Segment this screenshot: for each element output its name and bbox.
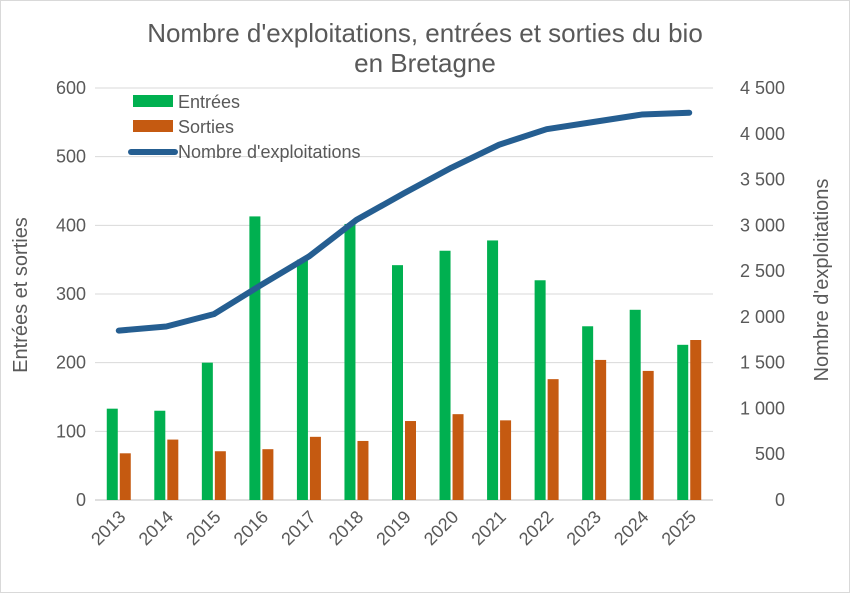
bar-entrees <box>439 250 451 500</box>
bar-sorties <box>119 453 131 500</box>
bar-entrees <box>392 265 403 500</box>
legend-swatch-sorties <box>133 120 173 132</box>
bar-sorties <box>262 449 274 500</box>
gridlines <box>95 87 713 501</box>
legend-swatch-entrees <box>133 95 173 107</box>
x-tick-label: 2024 <box>610 507 652 549</box>
bar-entrees <box>106 408 118 500</box>
bar-entrees <box>154 410 166 500</box>
bar-entrees <box>344 223 356 500</box>
bar-sorties <box>452 414 464 500</box>
x-tick-label: 2013 <box>87 507 129 549</box>
bar-entrees <box>582 326 594 500</box>
x-tick-label: 2022 <box>515 507 557 549</box>
left-tick-label: 400 <box>56 215 86 235</box>
legend-label-entrees: Entrées <box>178 92 240 112</box>
right-tick-label: 4 500 <box>740 78 785 98</box>
chart-title: Nombre d'exploitations, entrées et sorti… <box>147 18 703 48</box>
x-tick-label: 2014 <box>135 507 177 549</box>
right-tick-label: 2 500 <box>740 261 785 281</box>
legend-label-exploitations: Nombre d'exploitations <box>178 142 361 162</box>
bar-entrees <box>534 280 546 500</box>
bar-sorties <box>500 420 512 500</box>
x-tick-label: 2016 <box>230 507 272 549</box>
left-tick-label: 0 <box>76 490 86 510</box>
bar-sorties <box>214 451 226 500</box>
right-tick-label: 1 000 <box>740 398 785 418</box>
bar-entrees <box>677 344 689 500</box>
x-tick-label: 2018 <box>325 507 367 549</box>
line-series <box>115 109 693 334</box>
x-tick-label: 2021 <box>467 507 509 549</box>
right-tick-label: 3 000 <box>740 215 785 235</box>
left-tick-label: 600 <box>56 78 86 98</box>
line-exploitations <box>115 109 693 334</box>
bar-entrees <box>249 216 261 500</box>
bar-sorties <box>642 370 654 500</box>
right-tick-label: 1 500 <box>740 353 785 373</box>
left-tick-label: 300 <box>56 284 86 304</box>
x-tick-label: 2015 <box>182 507 224 549</box>
x-axis-ticks: 2013 2014 2015 2016 2017 2018 2019 2020 2021 2022… <box>87 507 700 549</box>
bar-entrees <box>296 259 308 500</box>
left-tick-label: 100 <box>56 421 86 441</box>
right-tick-label: 0 <box>775 490 785 510</box>
x-tick-label: 2023 <box>563 507 605 549</box>
bar-entrees <box>629 309 641 500</box>
y2-axis-title: Nombre d'exploitations <box>811 179 833 382</box>
bar-sorties <box>357 440 369 500</box>
legend-label-sorties: Sorties <box>178 117 234 137</box>
x-tick-label: 2019 <box>372 507 414 549</box>
x-tick-label: 2020 <box>420 507 462 549</box>
x-tick-label: 2025 <box>658 507 700 549</box>
y-axis-title: Entrées et sorties <box>10 217 32 373</box>
bar-sorties <box>309 436 321 500</box>
right-tick-label: 3 500 <box>740 170 785 190</box>
left-tick-label: 500 <box>56 147 86 167</box>
bar-entrees <box>487 240 499 500</box>
right-tick-label: 500 <box>755 444 785 464</box>
chart-title-line2: en Bretagne <box>354 48 496 78</box>
legend: Entrées Sorties Nombre d'exploitations <box>128 92 361 162</box>
left-tick-label: 200 <box>56 353 86 373</box>
bars <box>106 216 702 500</box>
bar-sorties <box>547 379 559 500</box>
bar-sorties <box>167 439 179 500</box>
bar-sorties <box>690 340 702 500</box>
right-tick-label: 2 000 <box>740 307 785 327</box>
right-tick-label: 4 000 <box>740 124 785 144</box>
right-axis-ticks: 0 500 1 000 1 500 2 000 2 500 3 000 3 500 4 000 4… <box>740 78 785 510</box>
left-axis-ticks: 0 100 200 300 400 500 600 <box>56 78 86 510</box>
bar-entrees <box>201 362 213 500</box>
bar-sorties <box>405 421 416 500</box>
bar-sorties <box>595 359 607 500</box>
x-tick-label: 2017 <box>277 507 319 549</box>
